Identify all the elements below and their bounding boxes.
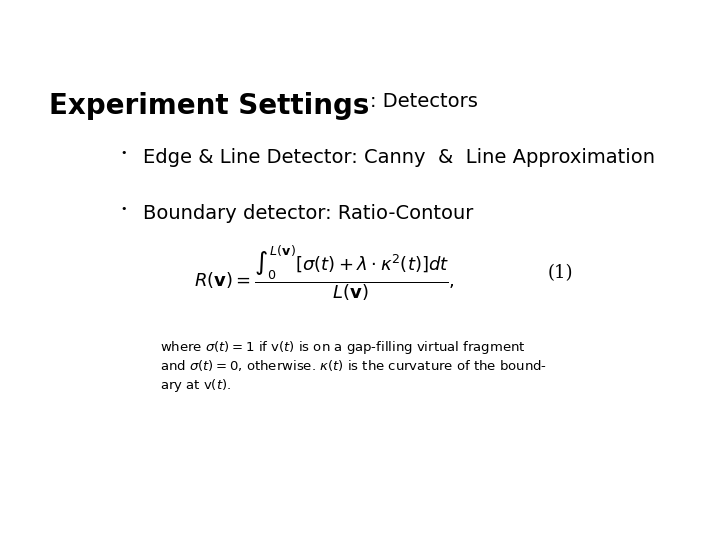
Text: : Detectors: : Detectors [370, 92, 478, 111]
Text: Boundary detector: Ratio-Contour: Boundary detector: Ratio-Contour [143, 204, 473, 223]
Text: and $\sigma(t) = 0$, otherwise. $\kappa(t)$ is the curvature of the bound-: and $\sigma(t) = 0$, otherwise. $\kappa(… [160, 358, 546, 373]
Text: Edge & Line Detector: Canny  &  Line Approximation: Edge & Line Detector: Canny & Line Appro… [143, 148, 655, 167]
Text: $R(\mathbf{v}) = \dfrac{\int_0^{L(\mathbf{v})}[\sigma(t) + \lambda \cdot \kappa^: $R(\mathbf{v}) = \dfrac{\int_0^{L(\mathb… [194, 243, 455, 302]
Text: (1): (1) [547, 264, 573, 282]
Text: •: • [120, 204, 127, 214]
Text: where $\sigma(t) = 1$ if v$(t)$ is on a gap-filling virtual fragment: where $\sigma(t) = 1$ if v$(t)$ is on a … [160, 339, 526, 356]
Text: •: • [120, 148, 127, 158]
Text: ary at v$(t)$.: ary at v$(t)$. [160, 377, 231, 394]
Text: Experiment Settings: Experiment Settings [49, 92, 369, 120]
